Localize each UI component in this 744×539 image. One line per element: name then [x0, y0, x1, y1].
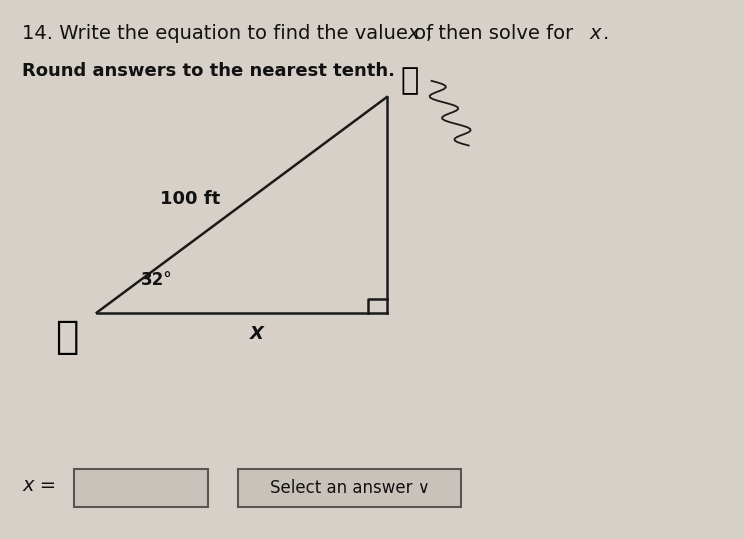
Text: Select an answer ∨: Select an answer ∨: [270, 479, 429, 497]
FancyBboxPatch shape: [238, 469, 461, 507]
Text: .: .: [603, 24, 609, 43]
Text: 32°: 32°: [141, 271, 172, 289]
Text: Round answers to the nearest tenth.: Round answers to the nearest tenth.: [22, 62, 395, 80]
Text: x: x: [408, 24, 419, 43]
Text: 100 ft: 100 ft: [160, 190, 219, 209]
Text: , then solve for: , then solve for: [426, 24, 579, 43]
Text: x =: x =: [22, 475, 57, 495]
Text: X: X: [250, 325, 263, 343]
Text: 🪁: 🪁: [400, 66, 418, 95]
Text: 🧍: 🧍: [55, 318, 79, 356]
FancyBboxPatch shape: [74, 469, 208, 507]
Text: 14. Write the equation to find the value of: 14. Write the equation to find the value…: [22, 24, 440, 43]
Text: x: x: [589, 24, 600, 43]
